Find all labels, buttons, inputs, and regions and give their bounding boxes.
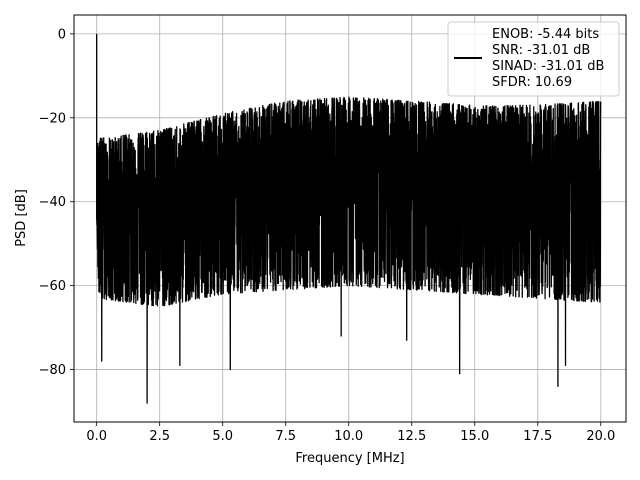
x-tick-label: 12.5 [397, 429, 426, 444]
x-tick-label: 7.5 [275, 429, 296, 444]
y-tick-label: 0 [58, 27, 66, 42]
y-tick-label: −20 [39, 111, 66, 126]
x-tick-label: 2.5 [149, 429, 170, 444]
x-tick-label: 17.5 [523, 429, 552, 444]
x-axis: 0.0 2.5 5.0 7.5 10.0 12.5 15.0 17.5 20.0 [86, 422, 615, 444]
x-tick-label: 10.0 [334, 429, 363, 444]
y-tick-label: −60 [39, 279, 66, 294]
y-tick-label: −40 [39, 195, 66, 210]
x-tick-label: 20.0 [586, 429, 615, 444]
legend: ENOB: -5.44 bits SNR: -31.01 dB SINAD: -… [447, 21, 620, 97]
legend-entry-snr: SNR: -31.01 dB [492, 43, 590, 58]
x-axis-title: Frequency [MHz] [295, 451, 404, 466]
legend-entry-sfdr: SFDR: 10.69 [492, 75, 572, 90]
series-line [96, 33, 602, 404]
psd-trace [96, 33, 602, 404]
y-axis: 0 −20 −40 −60 −80 [39, 27, 74, 378]
plot-frame [73, 14, 627, 423]
legend-box [447, 21, 620, 97]
legend-entry-sinad: SINAD: -31.01 dB [492, 59, 604, 74]
x-tick-label: 15.0 [460, 429, 489, 444]
x-tick-label: 5.0 [212, 429, 233, 444]
y-tick-label: −80 [39, 363, 66, 378]
x-tick-label: 0.0 [86, 429, 107, 444]
y-axis-title: PSD [dB] [14, 189, 29, 247]
legend-entry-enob: ENOB: -5.44 bits [492, 27, 599, 42]
